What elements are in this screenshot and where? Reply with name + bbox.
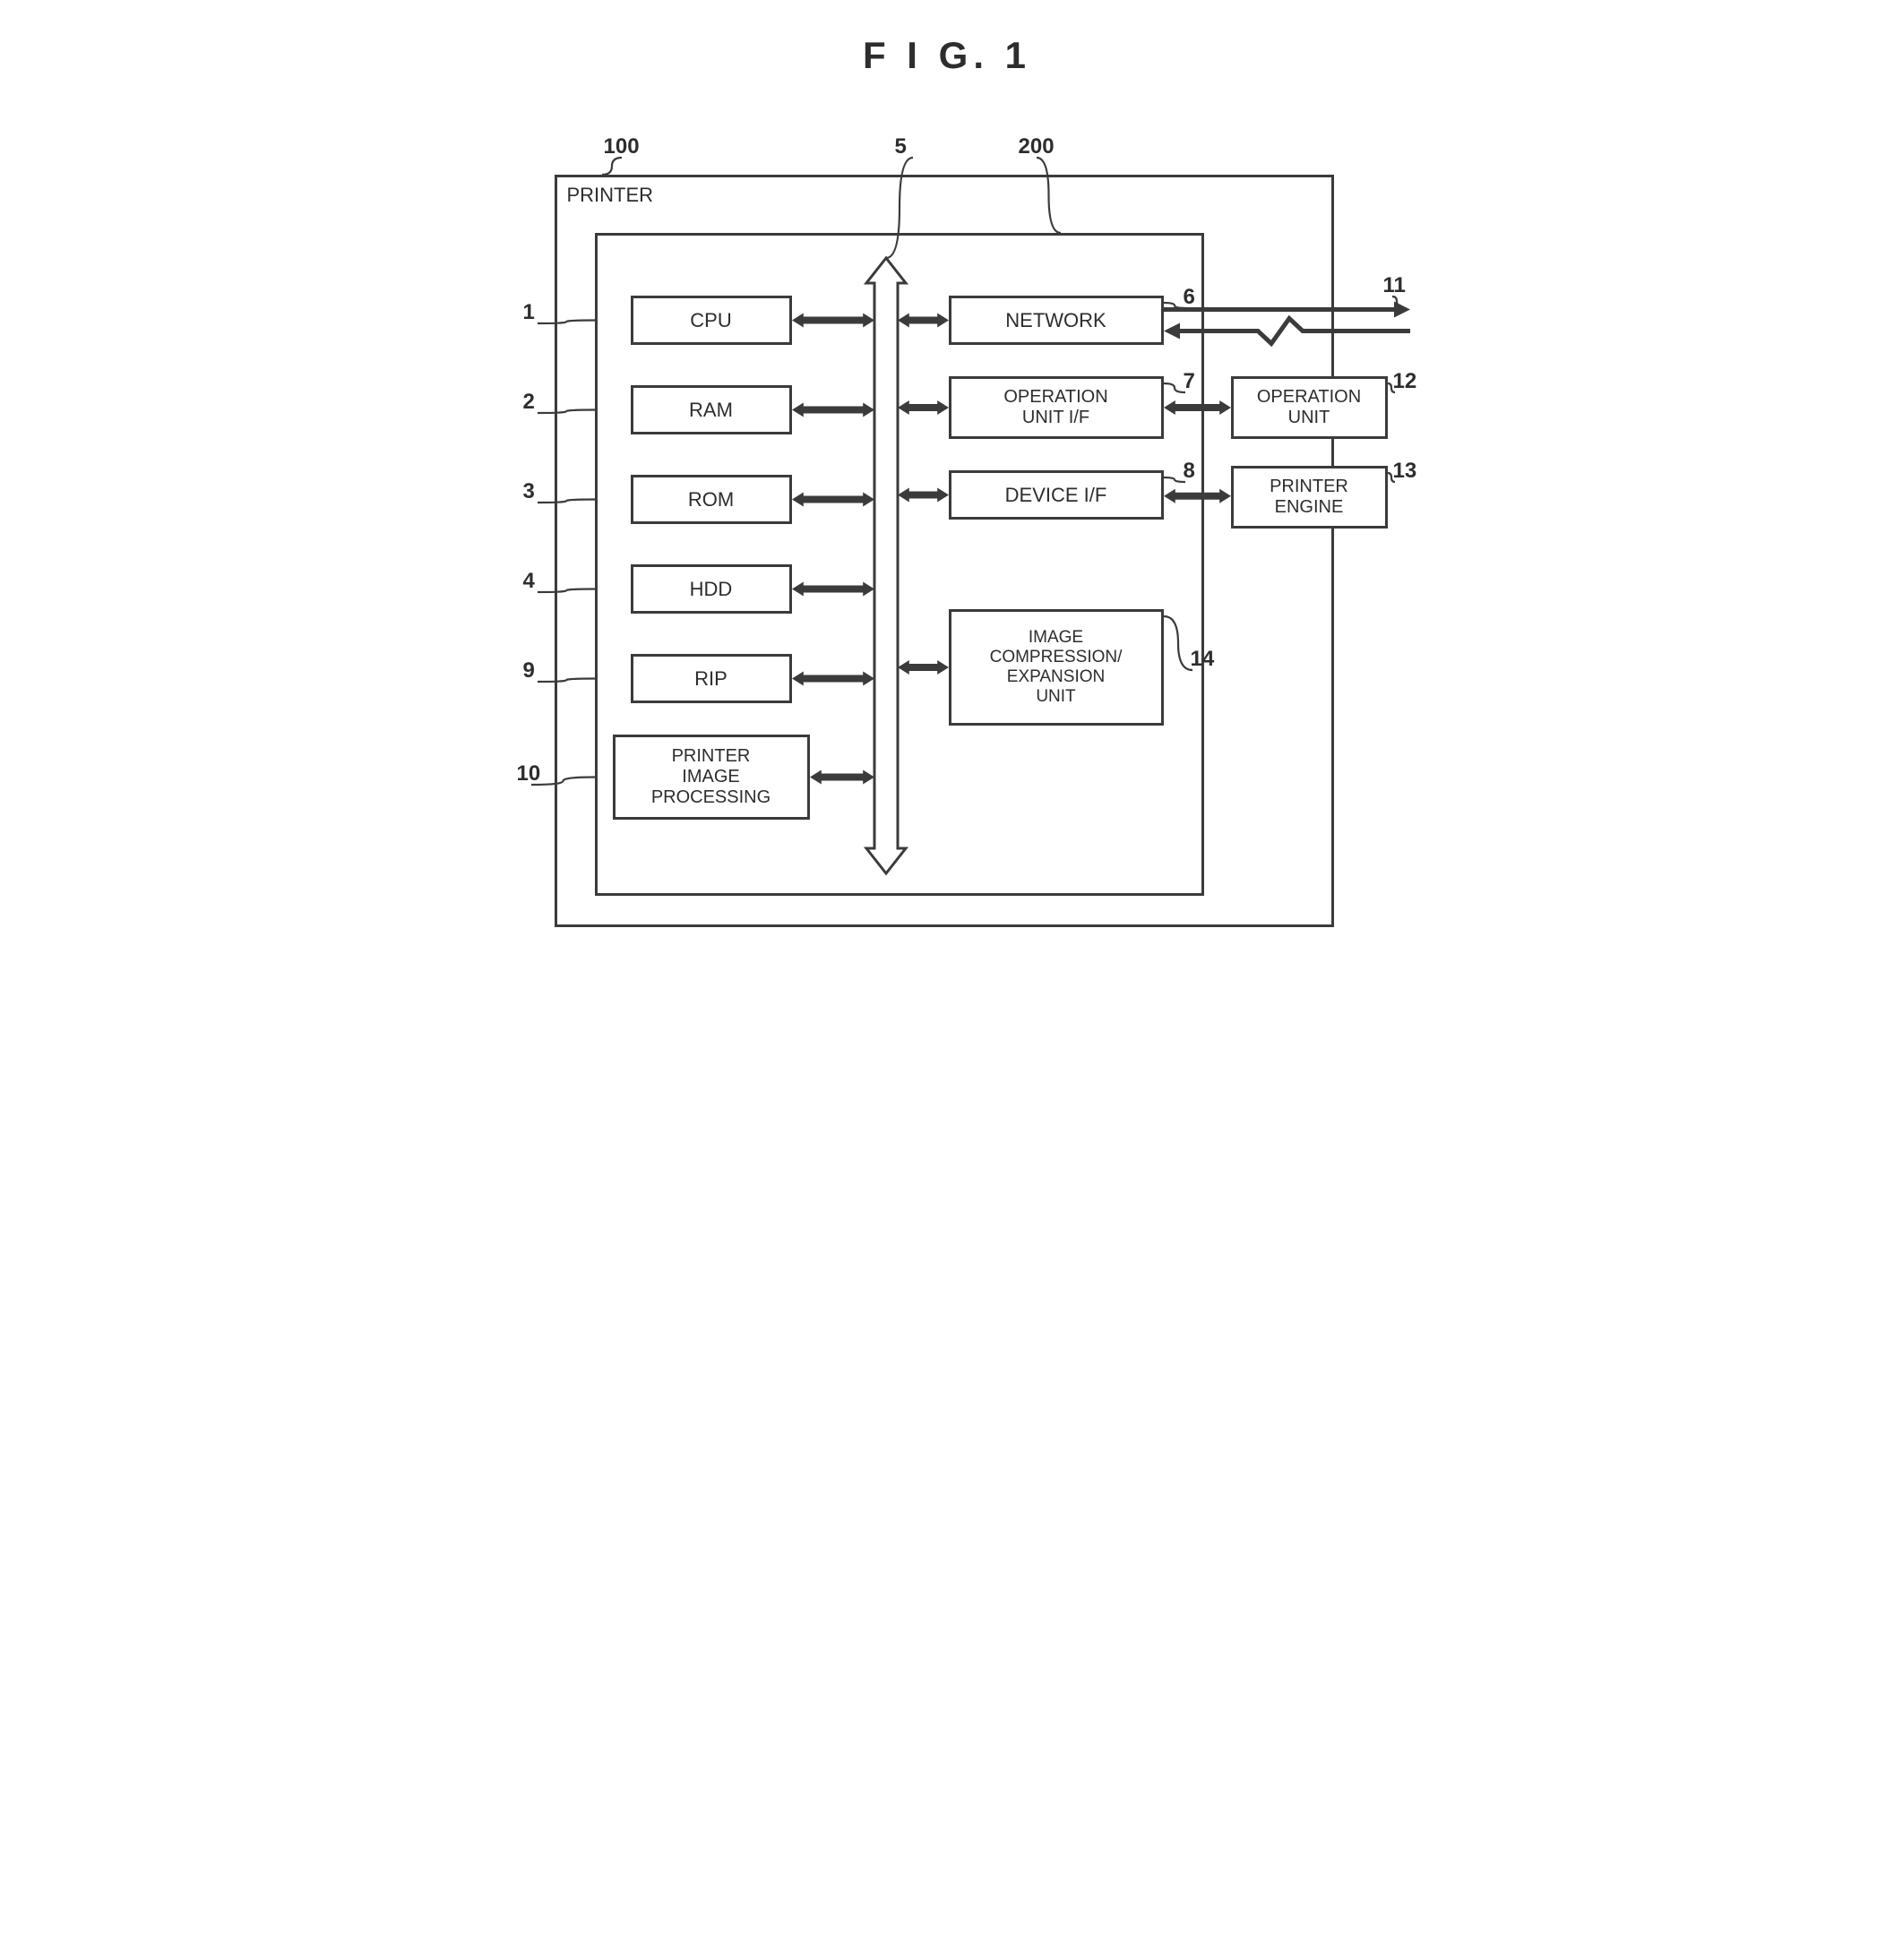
ref-13: 13 <box>1393 459 1417 484</box>
printer-label: PRINTER <box>567 184 654 207</box>
block-net: NETWORK <box>949 296 1164 345</box>
block-comp: IMAGECOMPRESSION/EXPANSIONUNIT <box>949 609 1164 726</box>
ref-200: 200 <box>1019 134 1055 159</box>
block-rip: RIP <box>631 654 792 703</box>
ref-3: 3 <box>523 479 535 504</box>
ref-14: 14 <box>1191 647 1215 672</box>
ref-8: 8 <box>1184 459 1195 484</box>
ref-12: 12 <box>1393 369 1417 394</box>
block-cpu: CPU <box>631 296 792 345</box>
ref-100: 100 <box>604 134 640 159</box>
block-opu: OPERATIONUNIT <box>1231 376 1388 439</box>
ref-1: 1 <box>523 300 535 325</box>
ref-2: 2 <box>523 390 535 415</box>
block-ram: RAM <box>631 385 792 434</box>
block-rom: ROM <box>631 475 792 524</box>
block-eng: PRINTERENGINE <box>1231 466 1388 529</box>
block-opif: OPERATIONUNIT I/F <box>949 376 1164 439</box>
ref-4: 4 <box>523 569 535 594</box>
figure-stage: F I G. 1 PRINTER CPU 1 RAM 2 ROM 3 HDD 4 RIP 9 PRI… <box>474 0 1421 980</box>
ref-9: 9 <box>523 658 535 683</box>
block-dif: DEVICE I/F <box>949 470 1164 520</box>
figure-title: F I G. 1 <box>474 34 1421 77</box>
block-hdd: HDD <box>631 564 792 614</box>
ref-6: 6 <box>1184 285 1195 310</box>
ref-11: 11 <box>1383 273 1406 298</box>
ref-7: 7 <box>1184 369 1195 394</box>
ref-5: 5 <box>895 134 907 159</box>
block-pip: PRINTERIMAGEPROCESSING <box>613 735 810 820</box>
ref-10: 10 <box>517 761 541 787</box>
